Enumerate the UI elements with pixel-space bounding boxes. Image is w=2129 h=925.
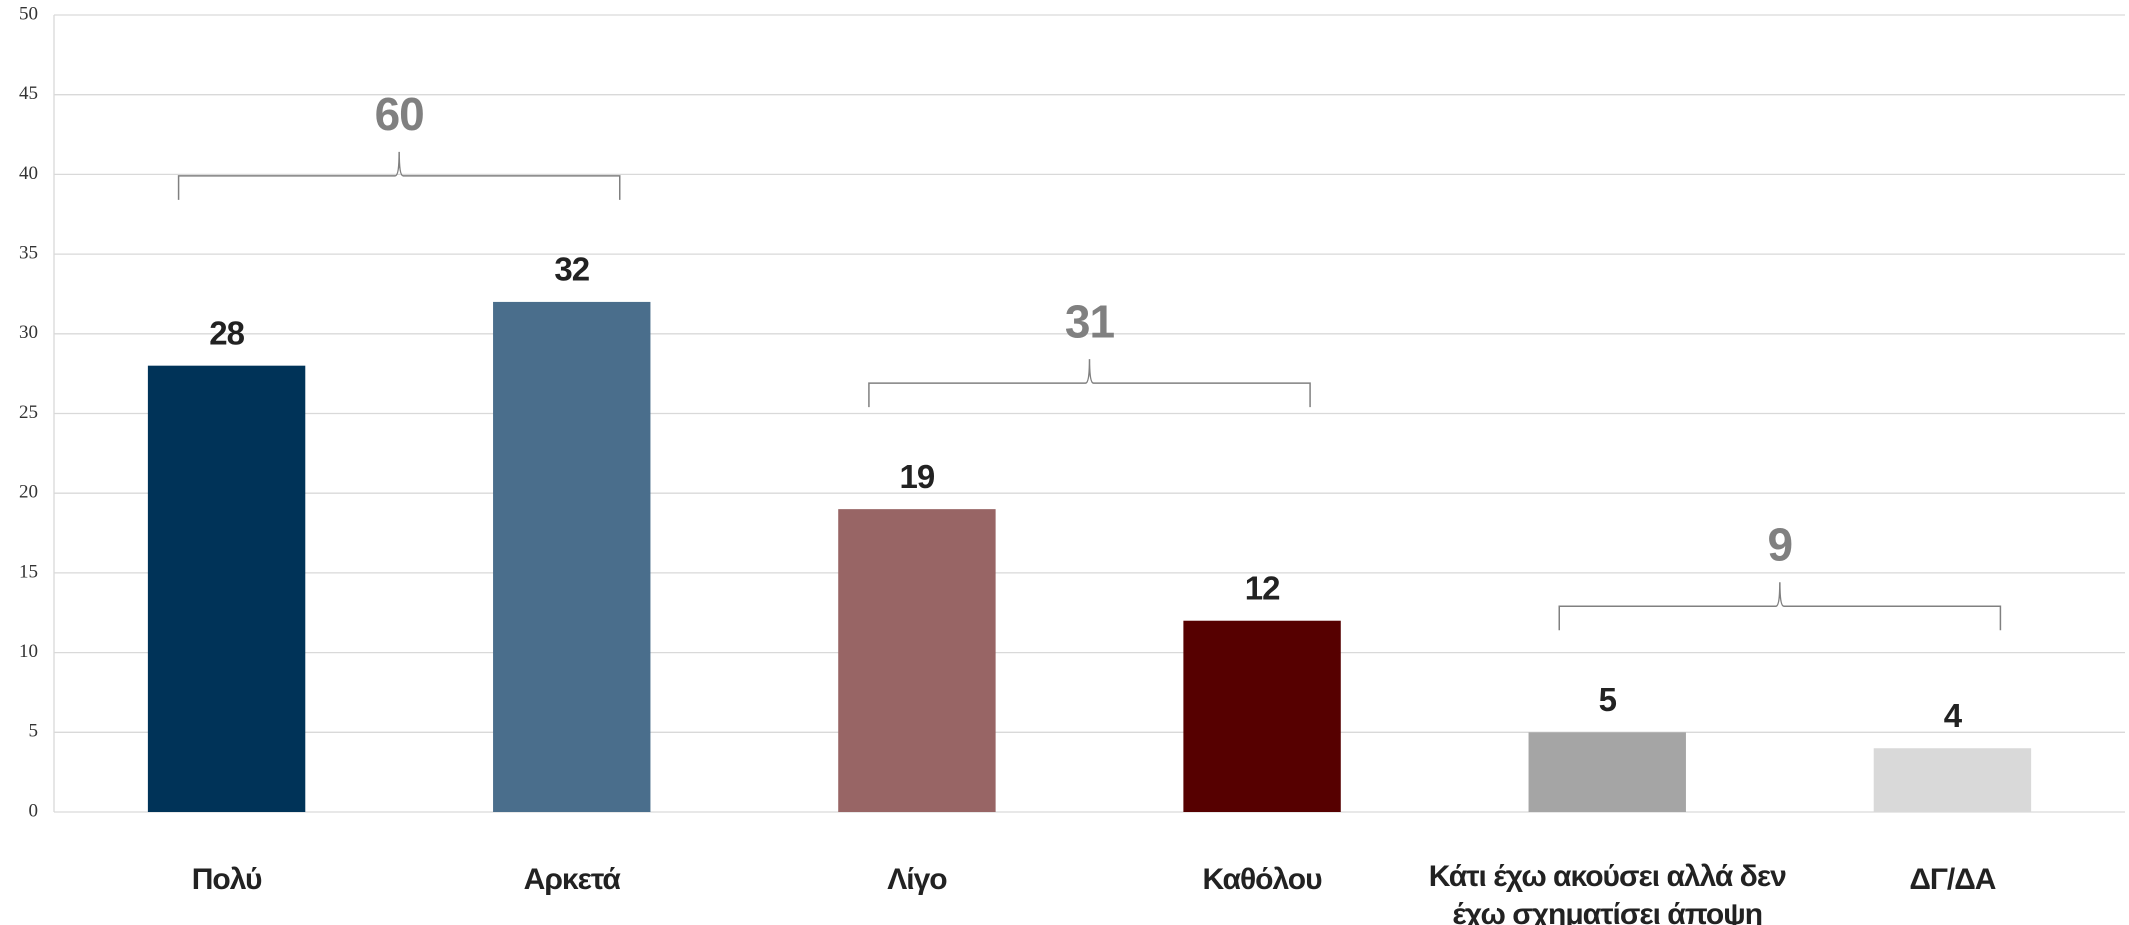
y-tick-label: 40 (19, 163, 38, 184)
x-tick-label: ΔΓ/ΔΑ (1909, 863, 1996, 896)
y-tick-label: 0 (29, 800, 39, 821)
y-tick-label: 10 (19, 641, 38, 662)
y-tick-label: 20 (19, 482, 38, 503)
value-label: 5 (1599, 681, 1617, 718)
y-tick-label: 45 (19, 83, 38, 104)
group-total: 31 (1065, 295, 1115, 347)
value-label: 4 (1944, 697, 1963, 734)
value-label: 28 (209, 314, 244, 351)
bar (147, 365, 306, 812)
group-bracket (177, 151, 621, 200)
y-tick-label: 5 (29, 721, 39, 742)
bar (1873, 748, 2032, 812)
value-label: 32 (554, 251, 589, 288)
x-tick-label: Κάτι έχω ακούσει αλλά δεν έχω σχηματίσει… (1428, 860, 1787, 925)
y-tick-label: 50 (19, 3, 38, 24)
y-tick-label: 25 (19, 402, 38, 423)
bar (838, 509, 996, 812)
group-bracket (1558, 582, 2002, 631)
group-total: 60 (375, 88, 424, 140)
bar (1528, 732, 1686, 812)
group-total: 9 (1768, 518, 1793, 570)
value-label: 12 (1245, 569, 1280, 606)
bar (493, 301, 651, 812)
group-bracket (868, 359, 1311, 408)
y-tick-label: 35 (19, 242, 38, 263)
value-label: 19 (900, 458, 935, 495)
y-tick-label: 15 (19, 561, 38, 582)
x-tick-label: Καθόλου (1202, 863, 1323, 896)
bar (1183, 620, 1341, 812)
x-tick-label: Λίγο (887, 863, 947, 896)
x-tick-label: Πολύ (191, 863, 263, 896)
x-tick-label: Αρκετά (523, 863, 621, 896)
y-tick-label: 30 (19, 322, 38, 343)
